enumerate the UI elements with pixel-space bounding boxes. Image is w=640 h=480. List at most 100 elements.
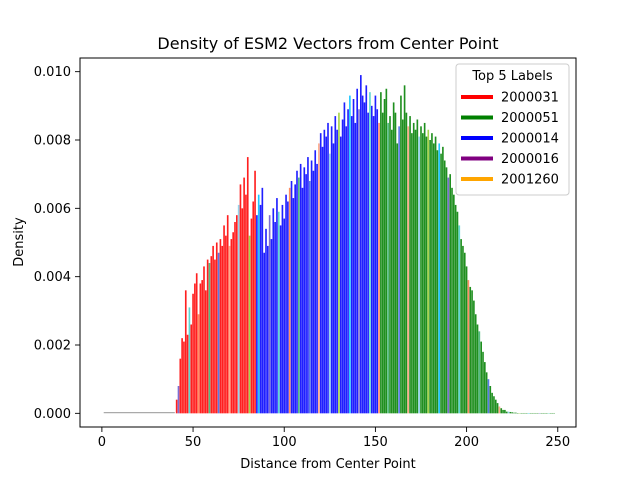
bar-2000014-89 — [263, 252, 265, 414]
bar-2000031-59 — [208, 263, 211, 414]
x-tick-label-250: 250 — [545, 435, 570, 450]
bar-2000051-183 — [434, 136, 437, 414]
bar-2000051-200 — [465, 266, 468, 414]
bar-2000051-225 — [511, 412, 513, 414]
bar-2000051-207 — [478, 331, 481, 414]
bar-2000051-156 — [385, 88, 388, 414]
bar-2000051-176 — [422, 133, 424, 414]
bar-2000014-113 — [307, 157, 309, 414]
bar-2000014-134 — [345, 126, 348, 414]
bar-2000014-91 — [267, 245, 269, 414]
bar-2000014-142 — [360, 75, 362, 414]
bar-2000014-90 — [265, 228, 267, 414]
legend-label-2000031: 2000031 — [501, 91, 559, 106]
bar-2000051-158 — [389, 116, 391, 414]
y-tick-label-0.006: 0.006 — [34, 202, 71, 217]
legend-label-2000016: 2000016 — [501, 152, 559, 167]
bar-2000051-195 — [456, 211, 459, 414]
bar-2000014-130 — [338, 112, 340, 414]
bar-2000031-58 — [206, 259, 209, 414]
bar-2000014-118 — [316, 163, 318, 414]
bar-2000051-186 — [440, 153, 442, 414]
bar-2000031-49 — [190, 324, 193, 414]
bar-2000014-109 — [299, 163, 302, 414]
bar-2000014-144 — [363, 102, 366, 414]
bar-2000014-106 — [294, 184, 296, 414]
bar-2000031-77 — [241, 208, 244, 414]
bar-2000051-215 — [493, 396, 495, 414]
bar-2000051-165 — [401, 119, 404, 414]
y-tick-label-0.000: 0.000 — [34, 407, 71, 422]
bar-2000031-78 — [243, 177, 245, 414]
bar-2000051-202 — [469, 286, 472, 414]
bar-2000051-175 — [420, 126, 422, 414]
bar-2000051-201 — [467, 280, 470, 414]
bar-2000031-56 — [203, 266, 205, 414]
bar-2000051-160 — [392, 102, 395, 414]
bar-2000051-204 — [473, 300, 475, 414]
bar-2000051-222 — [505, 411, 508, 414]
bar-2000051-203 — [471, 290, 473, 414]
bar-2000014-94 — [272, 208, 275, 414]
bar-2000051-214 — [491, 392, 493, 414]
ticks-layer: 0 50 100 150 200 250 0.000 0.002 0.004 0.006 0.008… — [34, 65, 570, 450]
bar-2000051-190 — [447, 177, 450, 414]
bar-2000051-212 — [487, 379, 490, 414]
bar-2000014-146 — [367, 112, 369, 414]
bar-2000014-115 — [310, 160, 313, 414]
bar-2000051-168 — [407, 126, 410, 414]
bar-2000031-66 — [221, 245, 224, 414]
bar-2000051-216 — [494, 399, 497, 414]
bar-2000014-103 — [288, 187, 291, 414]
bar-2000014-105 — [292, 198, 295, 414]
bar-2000051-182 — [432, 143, 435, 414]
bar-2000031-61 — [212, 245, 214, 414]
bar-2000014-132 — [341, 119, 344, 414]
bar-2000031-83 — [252, 201, 255, 414]
bar-2000031-48 — [188, 307, 191, 414]
legend-label-2000051: 2000051 — [501, 111, 559, 126]
bar-2000031-74 — [236, 215, 238, 414]
bar-2000051-217 — [496, 403, 499, 414]
y-tick-label-0.010: 0.010 — [34, 65, 71, 80]
bar-2000014-123 — [325, 136, 327, 414]
bar-2000051-177 — [423, 122, 426, 414]
bar-2000051-180 — [429, 140, 431, 414]
bar-2000014-114 — [308, 181, 311, 414]
bar-2000014-116 — [312, 170, 315, 414]
bar-2000051-170 — [411, 133, 413, 414]
x-axis-label: Distance from Center Point — [240, 457, 416, 472]
bar-2000031-60 — [210, 256, 213, 414]
bar-2000014-128 — [334, 116, 337, 414]
bar-2000031-67 — [223, 225, 225, 414]
axes-frame — [79, 57, 577, 428]
bar-2000051-169 — [409, 116, 411, 414]
bar-2000014-107 — [296, 170, 298, 414]
bar-2000051-196 — [458, 225, 461, 414]
x-tick-label-50: 50 — [185, 435, 202, 450]
bar-2000014-120 — [319, 133, 322, 414]
bar-2000051-199 — [463, 252, 466, 414]
bar-2000014-119 — [318, 143, 320, 414]
bar-2000014-150 — [374, 95, 377, 414]
bar-2000051-213 — [489, 386, 492, 414]
x-tick-label-0: 0 — [98, 435, 106, 450]
bar-2000051-173 — [416, 119, 419, 414]
bar-2000014-133 — [343, 102, 346, 414]
bar-2000051-219 — [500, 408, 503, 414]
bar-2000051-205 — [474, 314, 477, 414]
bar-2000051-187 — [442, 146, 444, 414]
bar-2000051-198 — [462, 245, 464, 414]
bar-2000051-211 — [485, 372, 488, 414]
bar-2000051-208 — [480, 341, 482, 414]
bar-2000014-97 — [277, 211, 280, 414]
bar-2000051-174 — [418, 136, 420, 414]
y-axis-label: Density — [12, 217, 27, 267]
legend: Top 5 Labels 2000031 2000051 2000014 200001… — [455, 63, 570, 196]
bar-2000014-151 — [376, 109, 379, 414]
bar-2000014-141 — [358, 109, 360, 414]
bar-2000014-138 — [352, 99, 355, 414]
y-tick-label-0.008: 0.008 — [34, 134, 71, 149]
bar-2000014-129 — [336, 129, 338, 414]
bar-2000051-224 — [509, 411, 512, 414]
